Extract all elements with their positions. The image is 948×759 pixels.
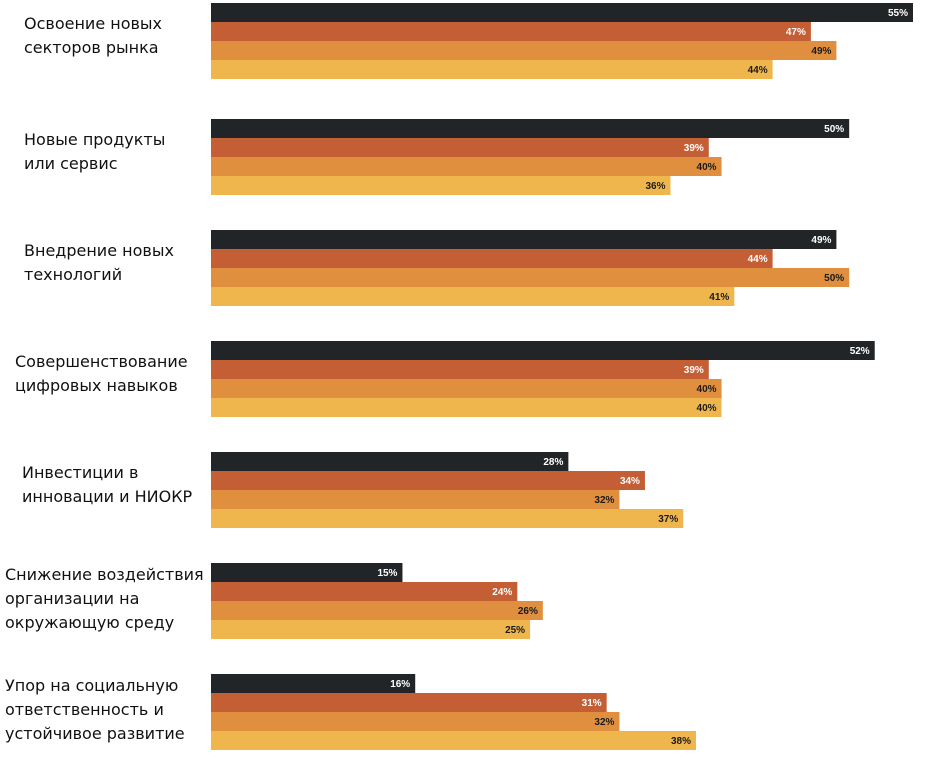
bar-series-2 xyxy=(211,249,773,268)
category-label-line: Упор на социальную xyxy=(5,676,178,695)
data-label: 50% xyxy=(824,124,844,135)
bar-series-3 xyxy=(211,157,722,176)
bar-series-1 xyxy=(211,674,416,693)
bar-groups: 55% 47% 49% 44% 50% 39% 40% 36% 49% 44% 50% 41% 52% 3… xyxy=(211,3,913,750)
data-label: 39% xyxy=(684,365,704,376)
data-label: 44% xyxy=(748,254,768,265)
bar-series-3 xyxy=(211,379,722,398)
category-label: Упор на социальную ответственность и устой… xyxy=(5,676,185,743)
bar-series-3 xyxy=(211,490,620,509)
category-label-line: окружающую среду xyxy=(5,613,174,632)
category-label-line: Освоение новых xyxy=(24,14,162,33)
bar-group: 50% 39% 40% 36% xyxy=(211,119,850,195)
data-label: 38% xyxy=(671,736,691,747)
data-label: 36% xyxy=(645,181,665,192)
category-label-line: устойчивое развитие xyxy=(5,724,185,743)
bar-group: 49% 44% 50% 41% xyxy=(211,230,850,306)
data-label: 28% xyxy=(543,457,563,468)
data-label: 15% xyxy=(377,568,397,579)
category-label-line: Новые продукты xyxy=(24,130,165,149)
bar-series-4 xyxy=(211,509,684,528)
data-label: 24% xyxy=(492,587,512,598)
data-label: 50% xyxy=(824,273,844,284)
bar-series-3 xyxy=(211,601,543,620)
bar-series-1 xyxy=(211,341,875,360)
bar-series-3 xyxy=(211,41,837,60)
data-label: 52% xyxy=(850,346,870,357)
bar-group: 28% 34% 32% 37% xyxy=(211,452,684,528)
bar-series-4 xyxy=(211,398,722,417)
bar-group: 16% 31% 32% 38% xyxy=(211,674,697,750)
data-label: 49% xyxy=(811,46,831,57)
bar-series-4 xyxy=(211,731,697,750)
data-label: 47% xyxy=(786,27,806,38)
data-label: 37% xyxy=(658,514,678,525)
data-label: 40% xyxy=(697,162,717,173)
data-label: 31% xyxy=(582,698,602,709)
data-label: 34% xyxy=(620,476,640,487)
data-label: 32% xyxy=(594,717,614,728)
bar-series-1 xyxy=(211,3,913,22)
data-label: 40% xyxy=(697,403,717,414)
category-label-line: или сервис xyxy=(24,154,118,173)
category-label: Новые продукты или сервис xyxy=(24,130,165,173)
data-label: 16% xyxy=(390,679,410,690)
bar-series-3 xyxy=(211,712,620,731)
bar-series-1 xyxy=(211,230,837,249)
category-label-line: секторов рынка xyxy=(24,38,159,57)
data-label: 26% xyxy=(518,606,538,617)
bar-series-3 xyxy=(211,268,850,287)
data-label: 49% xyxy=(811,235,831,246)
bar-series-4 xyxy=(211,60,773,79)
category-label: Инвестиции в инновации и НИОКР xyxy=(22,463,193,506)
category-label-line: Снижение воздействия xyxy=(5,565,204,584)
bar-series-2 xyxy=(211,360,709,379)
category-label-line: цифровых навыков xyxy=(15,376,178,395)
category-label: Снижение воздействия организации на окружа… xyxy=(5,565,204,632)
category-label-line: организации на xyxy=(5,589,139,608)
category-label-line: инновации и НИОКР xyxy=(22,487,193,506)
category-label: Внедрение новых технологий xyxy=(24,241,174,284)
bar-group: 55% 47% 49% 44% xyxy=(211,3,913,79)
category-label: Совершенствование цифровых навыков xyxy=(15,352,188,395)
data-label: 41% xyxy=(709,292,729,303)
bar-series-2 xyxy=(211,693,607,712)
bar-series-1 xyxy=(211,563,403,582)
bar-group: 52% 39% 40% 40% xyxy=(211,341,875,417)
category-label: Освоение новых секторов рынка xyxy=(24,14,162,57)
data-label: 39% xyxy=(684,143,704,154)
category-label-line: ответственность и xyxy=(5,700,164,719)
bar-series-4 xyxy=(211,287,735,306)
bar-series-2 xyxy=(211,138,709,157)
data-label: 55% xyxy=(888,8,908,19)
category-label-line: Внедрение новых xyxy=(24,241,174,260)
bar-series-2 xyxy=(211,22,811,41)
data-label: 40% xyxy=(697,384,717,395)
data-label: 44% xyxy=(748,65,768,76)
data-label: 25% xyxy=(505,625,525,636)
category-label-line: Совершенствование xyxy=(15,352,188,371)
category-labels: Освоение новых секторов рынка Новые продук… xyxy=(5,14,204,743)
bar-series-2 xyxy=(211,582,518,601)
bar-series-1 xyxy=(211,119,850,138)
category-label-line: Инвестиции в xyxy=(22,463,138,482)
bar-series-1 xyxy=(211,452,569,471)
data-label: 32% xyxy=(594,495,614,506)
category-label-line: технологий xyxy=(24,265,122,284)
bar-group: 15% 24% 26% 25% xyxy=(211,563,543,639)
bar-series-2 xyxy=(211,471,645,490)
bar-series-4 xyxy=(211,620,531,639)
bar-series-4 xyxy=(211,176,671,195)
